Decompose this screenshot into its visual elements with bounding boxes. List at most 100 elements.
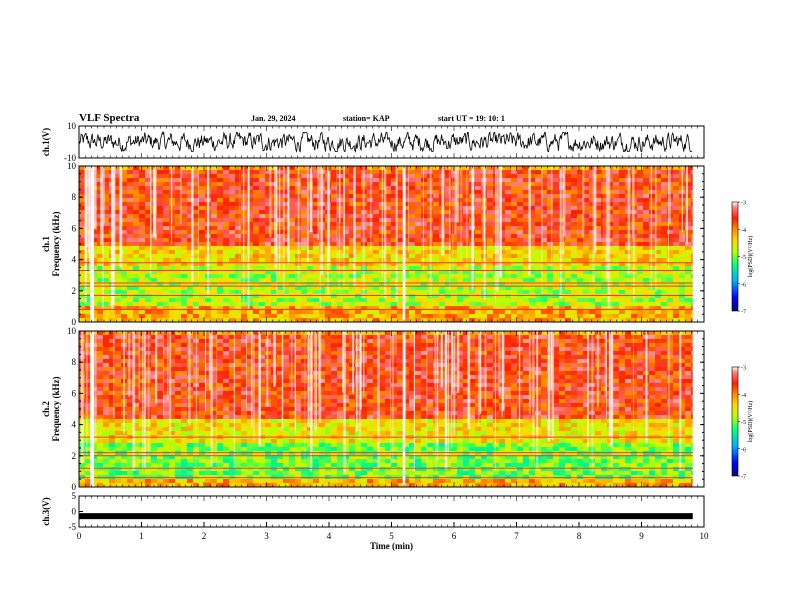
ch1-spectrogram-cell [229, 190, 235, 194]
ch1-spectrogram-cell [619, 314, 625, 318]
ch1-spectrogram-cell [427, 166, 433, 170]
ch1-spectrogram-cell [247, 174, 253, 178]
ch1-spectrogram-cell [349, 286, 355, 290]
ch1-spectrogram-cell [673, 174, 679, 178]
ch1-spectrogram-cell [133, 182, 139, 186]
ch1-spectrogram-cell [139, 270, 145, 274]
ch2-spectrogram-cell [79, 471, 85, 475]
ch2-spectrogram-cell [199, 331, 205, 335]
ch1-spectrogram-cell [427, 218, 433, 222]
ch1-spectrogram-cell [247, 210, 253, 214]
ch1-spectrogram-cell [337, 294, 343, 298]
ch1-spectrogram-cell [409, 282, 415, 286]
ch1-spectrogram-cell [415, 310, 421, 314]
ch2-spectrogram-cell [193, 459, 199, 463]
ch1-spectrogram-cell [691, 234, 693, 238]
ch1-spectrogram-cell [307, 258, 313, 262]
ch1-spectrogram-cell [523, 302, 529, 306]
ch1-spectrogram-cell [223, 170, 229, 174]
ch1-spectrogram-cell [211, 226, 217, 230]
ch1-spectrogram-cell [427, 246, 433, 250]
ch2-spectrogram-cell [157, 423, 163, 427]
ch1-spectrogram-cell [439, 302, 445, 306]
ch1-spectrogram-cell [397, 222, 403, 226]
ch2-spectrogram-cell [175, 367, 181, 371]
ch2-spectrogram-cell [187, 395, 193, 399]
ch1-spectrogram-cell [685, 314, 691, 318]
ch1-spectrogram-cell [547, 270, 553, 274]
ch1-spectrogram-cell [253, 302, 259, 306]
ch1-spectrogram-cell [265, 242, 271, 246]
ch1-spectrogram-cell [157, 286, 163, 290]
ch1-spectrogram-cell [595, 294, 601, 298]
ch1-spectrogram-cell [487, 226, 493, 230]
ch2-spectrogram-cell [199, 383, 205, 387]
ch1-spectrogram-cell [619, 286, 625, 290]
ch2-spectrogram-cell [151, 383, 157, 387]
ch1-spectrogram-cell [661, 270, 667, 274]
ch1-spectrogram-cell [337, 290, 343, 294]
ch1-spectrogram-cell [235, 254, 241, 258]
ch1-spectrogram-cell [559, 258, 565, 262]
ch1-spectrogram-cell [691, 314, 693, 318]
ch1-spectrogram-cell [313, 254, 319, 258]
ch1-spectrogram-cell [547, 222, 553, 226]
ch2-spectrogram-cell [103, 447, 109, 451]
ch1-spectrogram-cell [511, 282, 517, 286]
ch1-spectrogram-cell [217, 242, 223, 246]
ch1-spectrogram-cell [361, 266, 367, 270]
ch1-spectrogram-cell [583, 194, 589, 198]
ch1-spectrogram-cell [265, 274, 271, 278]
ch1-spectrogram-cell [247, 290, 253, 294]
ch1-spectrogram-cell [499, 222, 505, 226]
ch2-spectrogram-cell [133, 395, 139, 399]
ch1-spectrogram-cell [619, 194, 625, 198]
ch1-spectrogram-cell [133, 166, 139, 170]
ch1-spectrogram-cell [127, 222, 133, 226]
ch1-spectrogram-cell [385, 166, 391, 170]
ch1-spectrogram-cell [193, 214, 199, 218]
ch1-spectrogram-cell [487, 318, 493, 322]
ch1-spectrogram-cell [427, 318, 433, 322]
ch2-spectrogram-cell [121, 439, 127, 443]
ch1-spectrogram-cell [217, 270, 223, 274]
ch1-spectrogram-cell [403, 310, 409, 314]
ch1-spectrogram-cell [211, 262, 217, 266]
ch1-spectrogram-cell [217, 302, 223, 306]
ch1-spectrogram-cell [643, 278, 649, 282]
ch1-spectrogram-cell [307, 282, 313, 286]
ch2-spectrogram-cell [151, 351, 157, 355]
ch1-spectrogram-cell [151, 290, 157, 294]
ch1-spectrogram-cell [361, 222, 367, 226]
ch1-spectrogram-cell [349, 294, 355, 298]
ch1-spectrogram-cell [631, 306, 637, 310]
ch1-spectrogram-cell [445, 214, 451, 218]
ch1-spectrogram-cell [691, 286, 693, 290]
ch1-spectrogram-cell [403, 278, 409, 282]
ch1-spectrogram-cell [151, 302, 157, 306]
ch1-spectrogram-cell [391, 234, 397, 238]
ch1-spectrogram-cell [85, 302, 91, 306]
ch1-spectrogram-cell [265, 270, 271, 274]
ch1-spectrogram-cell [193, 278, 199, 282]
ch1-spectrogram-cell [157, 178, 163, 182]
ch1-spectrogram-cell [139, 238, 145, 242]
ch2-spectrogram-cell [205, 387, 211, 391]
ch1-spectrogram-cell [295, 234, 301, 238]
ch2-spectrogram-cell [193, 355, 199, 359]
ch1-spectrogram-cell [355, 238, 361, 242]
ch2-spectrogram-cell [145, 403, 151, 407]
ch1-spectrogram-cell [337, 262, 343, 266]
ch2-spectrogram-cell [103, 383, 109, 387]
ch1-spectrogram-cell [385, 306, 391, 310]
ch2-spectrogram-cell [109, 395, 115, 399]
ch1-spectrogram-cell [541, 318, 547, 322]
ch1-spectrogram-cell [691, 274, 693, 278]
ch1-spectrogram-cell [625, 306, 631, 310]
ch1-spectrogram-cell [367, 314, 373, 318]
ch2-spectrogram-cell [139, 407, 145, 411]
ch2-spectrogram-cell [175, 395, 181, 399]
ch1-spectrogram-cell [295, 298, 301, 302]
ch2-spectrogram-cell [205, 423, 211, 427]
ch2-spectrogram-cell [181, 391, 187, 395]
